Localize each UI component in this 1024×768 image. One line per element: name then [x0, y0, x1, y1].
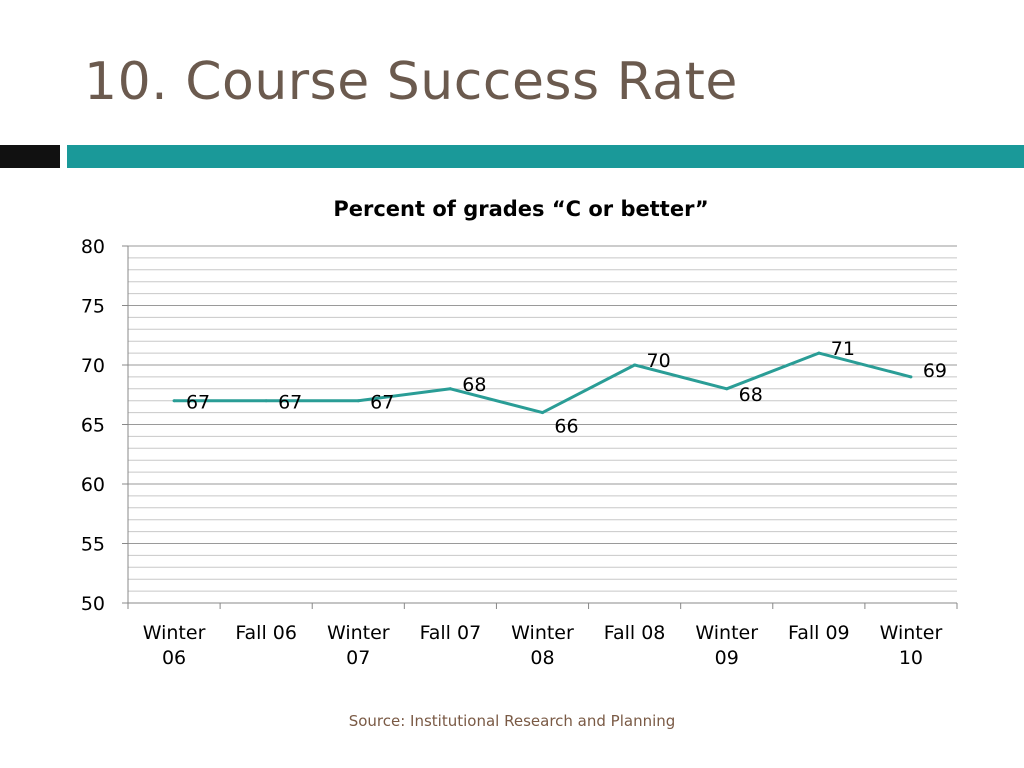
x-category-label: Winter	[695, 622, 758, 644]
data-label: 70	[647, 350, 671, 372]
x-category-label: Winter	[327, 622, 390, 644]
title-underline-teal	[67, 145, 1024, 168]
y-tick-label: 70	[81, 355, 105, 377]
data-point	[817, 351, 821, 355]
y-tick-label: 80	[81, 236, 105, 258]
data-label: 67	[278, 392, 302, 414]
data-label: 71	[831, 338, 855, 360]
x-category-label: Fall 08	[604, 622, 666, 644]
data-point	[541, 411, 544, 415]
data-point	[725, 387, 729, 391]
y-tick-label: 50	[81, 593, 105, 615]
data-point	[172, 399, 176, 403]
data-label: 69	[923, 360, 947, 382]
data-point	[448, 387, 452, 391]
source-note: Source: Institutional Research and Plann…	[348, 712, 676, 730]
data-point	[356, 399, 360, 403]
y-tick-label: 65	[81, 415, 105, 437]
x-category-label: Fall 09	[788, 622, 850, 644]
x-category-label: Winter	[143, 622, 206, 644]
chart-title: Percent of grades “C or better”	[333, 197, 708, 221]
y-tick-label: 75	[81, 296, 105, 318]
data-point	[909, 375, 913, 379]
x-category-label: Winter	[880, 622, 943, 644]
x-category-label: Fall 06	[235, 622, 297, 644]
x-category-label: Fall 07	[420, 622, 482, 644]
data-label: 68	[462, 374, 486, 396]
data-label: 66	[554, 416, 578, 438]
data-label: 68	[739, 384, 763, 406]
x-category-label: 08	[530, 647, 554, 669]
x-category-label: 06	[162, 647, 186, 669]
data-label: 67	[370, 392, 394, 414]
x-category-label: 10	[899, 647, 923, 669]
x-category-label: Winter	[511, 622, 574, 644]
x-category-label: 07	[346, 647, 370, 669]
data-label: 67	[186, 392, 210, 414]
y-tick-label: 60	[81, 474, 105, 496]
x-category-label: 09	[715, 647, 739, 669]
title-underline-black	[0, 145, 60, 168]
data-point	[633, 363, 637, 367]
data-point	[264, 399, 268, 403]
slide-title: 10. Course Success Rate	[84, 52, 738, 112]
y-tick-label: 55	[81, 534, 105, 556]
